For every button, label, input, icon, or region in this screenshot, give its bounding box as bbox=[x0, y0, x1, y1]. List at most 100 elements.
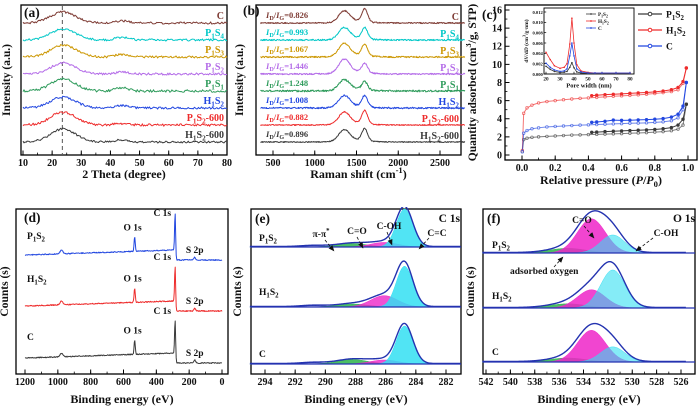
inset-curve bbox=[545, 62, 630, 74]
series-label: P1S2 bbox=[440, 63, 459, 76]
inset-y-tick: 0.000 bbox=[532, 72, 543, 77]
x-tick-label: 70 bbox=[193, 158, 203, 169]
x-tick-label: 50 bbox=[135, 158, 145, 169]
annotation-arrow bbox=[553, 256, 564, 268]
survey-curve-1 bbox=[24, 266, 223, 312]
series-label: P1S1 bbox=[205, 79, 224, 92]
y-axis-label: Intensity (a.u.) bbox=[234, 44, 246, 116]
inset-x-tick: 30 bbox=[557, 77, 563, 83]
panel-xps-survey: 1200 1000 800 600 400 200 0 Binding energy (eV)… bbox=[0, 207, 233, 413]
x-tick-label: 282 bbox=[439, 377, 454, 388]
id-ig-ratio-label: ID/IG=1.248 bbox=[265, 78, 308, 90]
id-ig-ratio-label: ID/IG=0.993 bbox=[265, 27, 308, 39]
x-tick-label: 0.6 bbox=[615, 163, 628, 174]
panel-tag: (f) bbox=[487, 211, 501, 226]
series-label: H1S2-600 bbox=[185, 130, 224, 143]
y-tick-label: 16 bbox=[492, 5, 502, 16]
panel-tag: (e) bbox=[255, 211, 270, 226]
x-tick-label: 800 bbox=[83, 377, 98, 388]
x-tick-label: 526 bbox=[674, 377, 689, 388]
component-C=C bbox=[249, 266, 461, 308]
x-tick-label: 400 bbox=[149, 377, 164, 388]
inset-y-tick: 0.012 bbox=[532, 10, 543, 15]
x-tick-label: 1000 bbox=[305, 158, 325, 169]
series-label: P1S4 bbox=[205, 28, 224, 41]
series-label: H1S2 bbox=[438, 97, 459, 110]
inset-x-tick: 40 bbox=[571, 77, 577, 83]
annotation-arrow bbox=[386, 231, 393, 246]
peak-label-c1s: C 1s bbox=[153, 307, 171, 317]
panel-tag: (a) bbox=[24, 5, 40, 20]
annotation-label: C-OH bbox=[654, 229, 679, 239]
raman-curve-6 bbox=[260, 109, 466, 126]
x-tick-label: 2000 bbox=[388, 158, 408, 169]
annotation-arrow bbox=[583, 225, 595, 239]
x-tick-label: 30 bbox=[76, 158, 86, 169]
inset-x-tick: 70 bbox=[613, 77, 619, 83]
series-label: H1S2-600 bbox=[420, 131, 459, 144]
xrd-curve-7 bbox=[22, 127, 228, 144]
peak-label-o1s: O 1s bbox=[124, 326, 143, 336]
xrd-curve-6 bbox=[22, 111, 228, 127]
sample-label: H1S2 bbox=[259, 288, 279, 299]
x-axis-label: Raman shift (cm-1) bbox=[310, 165, 407, 181]
series-label: P1S2-600 bbox=[187, 113, 224, 126]
legend-label: H1S2 bbox=[666, 27, 686, 38]
x-tick-label: 528 bbox=[649, 377, 664, 388]
y-tick-label: 0 bbox=[497, 150, 502, 161]
y-tick-label: 14 bbox=[492, 24, 502, 35]
inset-y-tick: 0.004 bbox=[532, 51, 543, 56]
x-tick-label: 60 bbox=[164, 158, 174, 169]
inset-y-tick: 0.010 bbox=[532, 20, 543, 25]
x-tick-label: 500 bbox=[266, 158, 281, 169]
inset-x-tick: 80 bbox=[627, 77, 633, 83]
x-tick-label: 0.8 bbox=[649, 163, 662, 174]
annotation-label: C=O bbox=[572, 216, 592, 226]
annotation-label: C=C bbox=[427, 229, 446, 239]
series-label: P1S3 bbox=[440, 46, 459, 59]
chart-svg-d: 1200 1000 800 600 400 200 0 Binding energy (eV)… bbox=[0, 208, 229, 406]
x-tick-label: 0.4 bbox=[582, 163, 595, 174]
chart-svg-a: 10 20 30 40 50 60 70 80 2 Theta (degree) Intensit… bbox=[1, 4, 232, 181]
x-tick-label: 2500 bbox=[430, 158, 450, 169]
x-tick-label: 286 bbox=[378, 377, 393, 388]
peak-label-s2p: S 2p bbox=[186, 246, 204, 256]
raman-curve-0 bbox=[260, 7, 465, 25]
inset-curve bbox=[545, 42, 630, 74]
inset-legend-label: P1S2 bbox=[598, 12, 608, 18]
survey-curve-2 bbox=[24, 320, 223, 364]
peak-label-c1s: C 1s bbox=[153, 209, 171, 219]
panel-tag: (b) bbox=[243, 3, 260, 18]
inset-y-axis-label: dV/dD (cm3/g·nm) bbox=[522, 19, 530, 62]
x-tick-label: 540 bbox=[503, 377, 518, 388]
envelope-curve bbox=[249, 322, 461, 365]
y-tick-label: 4 bbox=[497, 114, 502, 125]
annotation-arrow bbox=[635, 237, 654, 252]
y-axis-label: Counts (s) bbox=[466, 266, 477, 316]
x-tick-label: 534 bbox=[576, 377, 591, 388]
annotation-arrow bbox=[418, 237, 430, 250]
x-tick-label: 1500 bbox=[347, 158, 367, 169]
inset-x-tick: 60 bbox=[599, 77, 605, 83]
sample-label: H1S2 bbox=[492, 292, 512, 303]
plot-frame bbox=[482, 208, 696, 375]
series-label: P1S2-600 bbox=[422, 114, 459, 127]
series-label: P1S3 bbox=[205, 45, 224, 58]
panel-tag: (c) bbox=[482, 7, 497, 22]
x-tick-label: 80 bbox=[222, 158, 232, 169]
panel-isotherm: 0.0 0.2 0.4 0.6 0.8 1.0 0 2 4 6 8 10 12 14 16 Relative … bbox=[466, 0, 700, 207]
peak-label-o1s: O 1s bbox=[124, 223, 143, 233]
id-ig-ratio-label: ID/IG=1.446 bbox=[265, 61, 308, 73]
x-tick-label: 1.0 bbox=[682, 163, 695, 174]
sample-label: P1S2 bbox=[27, 232, 46, 243]
y-axis-label: Counts (s) bbox=[233, 266, 244, 316]
panel-xps-o1s: 542 540 538 536 534 532 530 528 526 Binding energ… bbox=[466, 207, 700, 413]
x-axis-label: Binding energy (eV) bbox=[70, 392, 173, 406]
spectrum-title: O 1s bbox=[673, 213, 696, 225]
annotation-label: C=O bbox=[347, 227, 367, 237]
x-axis-label: Binding energy (eV) bbox=[537, 392, 640, 406]
peak-label-o1s: O 1s bbox=[124, 274, 143, 284]
y-tick-label: 6 bbox=[497, 96, 502, 107]
id-ig-ratio-label: ID/IG=0.826 bbox=[265, 10, 308, 22]
